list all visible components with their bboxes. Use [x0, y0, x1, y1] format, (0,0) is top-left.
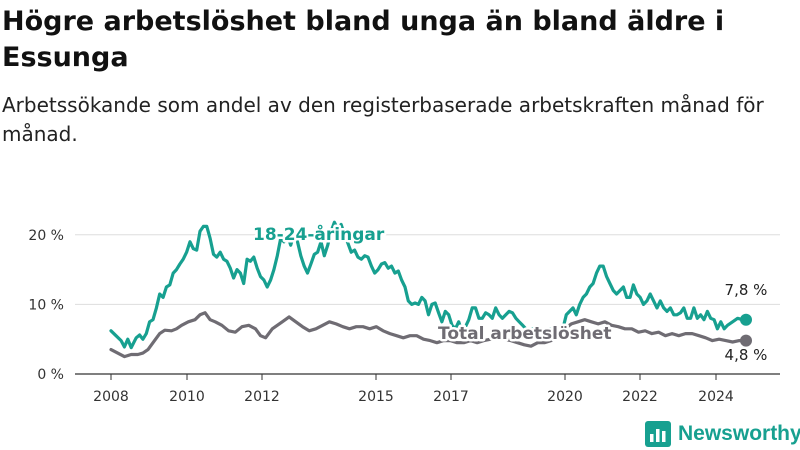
y-tick-label: 0 % — [37, 367, 64, 383]
x-tick-label: 2022 — [622, 389, 658, 405]
series — [109, 220, 752, 359]
x-tick-label: 2020 — [547, 389, 583, 405]
end-point-youth — [740, 313, 752, 326]
end-point-total — [740, 334, 752, 347]
newsworthy-icon — [645, 421, 671, 447]
series-label-total: Total arbetslöshet — [438, 324, 612, 344]
x-tick-label: 2010 — [169, 389, 205, 405]
series-label-youth: 18-24-åringar — [253, 223, 385, 245]
y-tick-label: 20 % — [28, 228, 64, 244]
chart-title: Högre arbetslöshet bland unga än bland ä… — [2, 6, 725, 73]
series-line-total — [109, 311, 748, 359]
series-label-total-halo: Total arbetslöshet — [438, 324, 612, 344]
x-tick-label: 2024 — [698, 389, 734, 405]
gridlines — [75, 234, 780, 305]
end-label-youth: 7,8 % — [725, 281, 768, 299]
x-tick-label: 2015 — [358, 389, 394, 405]
x-tick-label: 2012 — [244, 389, 280, 405]
axes: 0 % 10 % 20 % 2008 2010 2012 2015 2017 2020 2022 2… — [28, 228, 780, 405]
brand-name: Newsworthy — [678, 422, 800, 445]
chart-subtitle: Arbetssökande som andel av den registerb… — [2, 93, 764, 146]
x-tick-label: 2008 — [93, 389, 129, 405]
series-label-youth-halo: 18-24-åringar — [253, 223, 385, 245]
y-tick-label: 10 % — [28, 297, 64, 313]
series-line-youth — [109, 220, 748, 350]
brand-logo: Newsworthy — [644, 419, 800, 449]
x-tick-label: 2017 — [433, 389, 469, 405]
end-label-total: 4,8 % — [725, 346, 768, 364]
